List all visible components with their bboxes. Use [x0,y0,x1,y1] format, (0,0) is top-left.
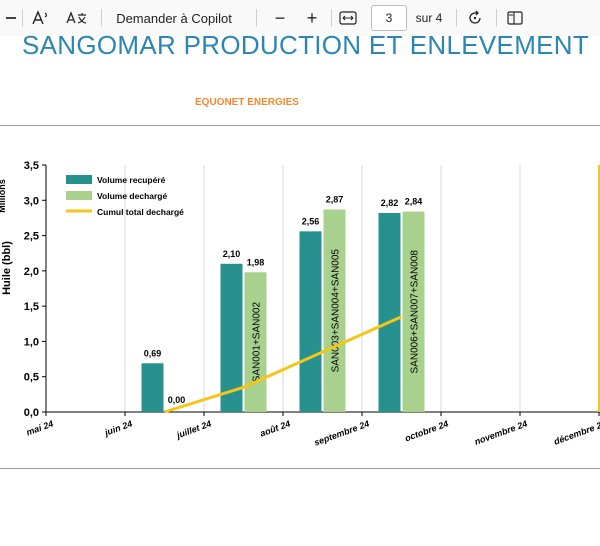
zoom-out-icon: − [274,7,286,28]
translate-icon [66,11,87,24]
bar-volume-decharge [323,209,346,412]
pdf-toolbar: Demander à Copilot − + 3 sur 4 [0,0,600,37]
data-label-recupere: 2,82 [381,198,399,208]
data-label-decharge: 2,87 [326,194,344,204]
page-total-label: sur 4 [415,11,443,25]
x-tick-label: août 24 [259,418,292,438]
legend-label: Volume recupéré [97,175,166,185]
page-view-icon [507,11,523,25]
x-tick-label: décembre 24 [553,418,600,446]
bar-volume-recupere [220,263,243,412]
chart-bottom-border [0,468,600,469]
y-axis-title: Huile (bbl) [1,241,13,295]
x-tick-label: juillet 24 [174,418,212,440]
x-tick-label: septembre 24 [313,418,371,447]
fit-width-button[interactable] [336,0,360,36]
data-label-recupere: 2,10 [223,249,241,259]
chart-top-border [0,125,600,126]
x-tick-label: octobre 24 [403,418,449,443]
x-tick-label: mai 24 [25,418,55,437]
toolbar-separator [22,9,23,27]
y-tick-label: 2,5 [24,231,39,243]
bar-volume-decharge [402,211,425,412]
toolbar-separator [456,9,457,27]
ask-copilot-label: Demander à Copilot [116,10,232,26]
cargo-annotation: SAN001+SAN002 [252,302,263,383]
y-tick-label: 3,0 [24,195,39,207]
cargo-annotation: SAN003+SAN004+SAN005 [331,249,342,373]
rotate-icon [469,10,481,24]
y-tick-label: 0,5 [24,372,39,384]
toolbar-separator [331,9,332,27]
cumul-line [164,315,403,414]
toolbar-separator [101,9,102,27]
y-tick-label: 2,0 [24,266,39,278]
zoom-out-button[interactable]: − [268,0,292,36]
legend-label: Volume dechargé [97,191,167,201]
data-label-decharge: 2,84 [405,197,423,207]
toolbar-separator [256,9,257,27]
data-label-decharge: 1,98 [247,257,265,267]
bar-volume-recupere [299,231,322,412]
zoom-in-button[interactable]: + [300,0,324,36]
data-label-recupere: 2,56 [302,216,320,226]
legend-label: Cumul total dechargé [97,207,184,217]
y-tick-label: 1,0 [24,336,39,348]
y-axis-unit-label: Millions [0,179,7,213]
page-view-button[interactable] [502,0,528,36]
y-tick-label: 3,5 [24,160,39,172]
legend-swatch-bar [66,175,92,184]
ask-copilot-button[interactable]: Demander à Copilot [108,0,240,36]
rotate-button[interactable] [462,0,488,36]
page-number-input[interactable]: 3 [371,5,407,31]
y-tick-label: 1,5 [24,301,39,313]
toolbar-separator [496,9,497,27]
menu-line-icon [6,17,16,19]
x-tick-label: juin 24 [103,418,134,437]
fit-width-icon [339,11,357,25]
toolbar-menu-fragment[interactable] [0,0,22,36]
zoom-in-icon: + [306,7,318,28]
x-tick-label: novembre 24 [473,418,529,446]
page-total: sur 4 [412,0,446,36]
plot-area [46,165,600,412]
bar-volume-recupere [141,363,164,412]
document-title: SANGOMAR PRODUCTION ET ENLEVEMENT [22,30,590,60]
bar-volume-recupere [378,212,401,412]
read-aloud-icon [32,10,48,25]
read-aloud-button[interactable] [26,0,56,36]
page-number-value: 3 [385,11,393,25]
document-subtitle: EQUONET ENERGIES [195,97,299,108]
data-label-cumul: 0,00 [168,395,186,405]
legend-swatch-bar [66,191,92,200]
cargo-annotation: SAN006+SAN007+SAN008 [410,250,421,374]
bar-volume-decharge [244,272,267,412]
y-tick-label: 0,0 [24,407,39,419]
translate-button[interactable] [62,0,92,36]
data-label-recupere: 0,69 [144,348,162,358]
